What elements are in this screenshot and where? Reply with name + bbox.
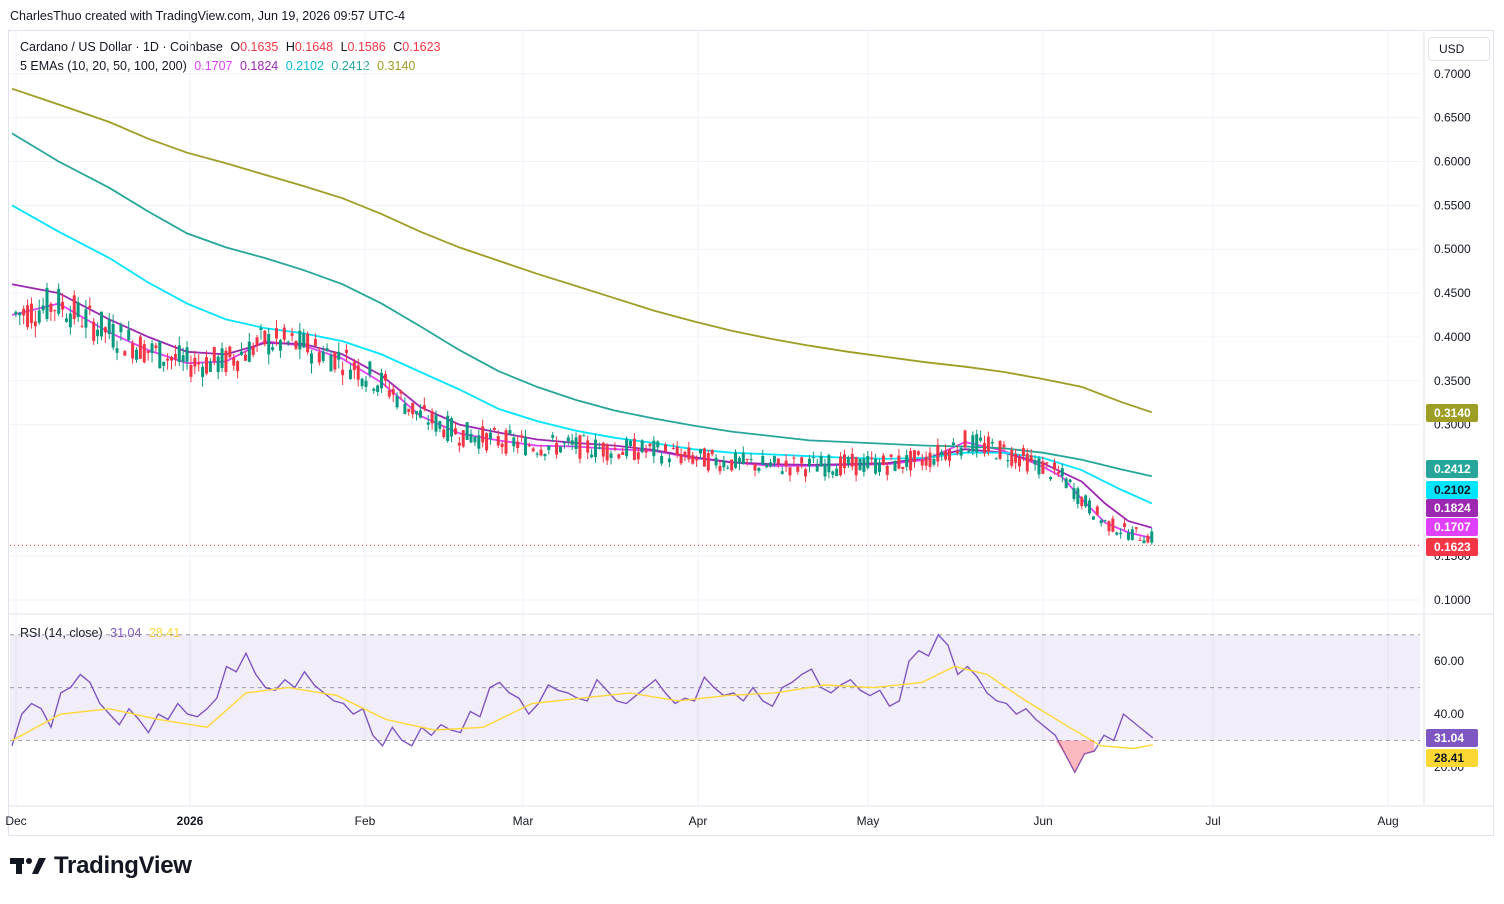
- chart-frame: [8, 30, 1494, 836]
- ema10-value: 0.1707: [194, 59, 233, 73]
- rsi-value: 31.04: [110, 626, 142, 640]
- ohlc-open: O0.1635: [230, 40, 279, 54]
- chart-credit-header: CharlesThuo created with TradingView.com…: [10, 9, 406, 23]
- symbol-legend: Cardano / US Dollar · 1D · Coinbase O0.1…: [20, 40, 445, 54]
- tradingview-logo[interactable]: TradingView: [10, 852, 192, 880]
- currency-button[interactable]: USD: [1428, 37, 1490, 61]
- ema50-value: 0.2102: [285, 59, 324, 73]
- ema-legend-label[interactable]: 5 EMAs (10, 20, 50, 100, 200): [20, 59, 187, 73]
- rsi-legend-label[interactable]: RSI (14, close): [20, 626, 103, 640]
- tradingview-logo-icon: [10, 858, 46, 874]
- ohlc-high: H0.1648: [285, 40, 334, 54]
- ema100-value: 0.2412: [331, 59, 370, 73]
- ema20-value: 0.1824: [239, 59, 279, 73]
- ohlc-low: L0.1586: [340, 40, 386, 54]
- tradingview-brand: TradingView: [54, 852, 192, 879]
- rsi-legend: RSI (14, close) 31.04 28.41: [20, 626, 185, 640]
- rsi-ma-value: 28.41: [148, 626, 181, 640]
- ema200-value: 0.3140: [377, 59, 416, 73]
- ema-legend: 5 EMAs (10, 20, 50, 100, 200) 0.1707 0.1…: [20, 59, 419, 73]
- symbol-title[interactable]: Cardano / US Dollar · 1D · Coinbase: [20, 40, 223, 54]
- ohlc-close: C0.1623: [393, 40, 441, 54]
